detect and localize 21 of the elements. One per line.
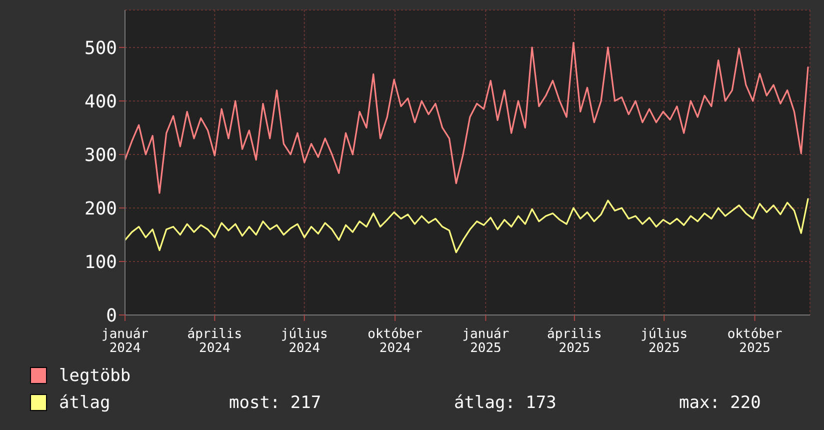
text: most: 217 (229, 392, 322, 412)
text: átlag: 173 (454, 392, 558, 412)
y-tick-label: 400 (84, 91, 117, 112)
legend-label: legtöbb (59, 366, 132, 386)
x-tick-label: április 2025 (547, 327, 602, 356)
line-series (125, 42, 809, 194)
y-tick-label: 100 (84, 252, 117, 273)
x-tick-label: január 2025 (462, 327, 510, 356)
text: max: 220 (679, 392, 762, 412)
x-tick-label: április 2024 (187, 327, 242, 356)
y-tick-label: 500 (84, 38, 117, 59)
x-tick-label: október 2025 (727, 327, 782, 356)
y-tick-label: 300 (84, 144, 117, 166)
x-tick-label: július 2025 (640, 327, 688, 356)
y-tick-label: 200 (84, 198, 117, 220)
y-tick-label: 0 (106, 305, 117, 326)
line-series (125, 198, 809, 254)
legend-label: átlag (59, 392, 112, 412)
x-tick-label: október 2024 (368, 327, 423, 356)
x-tick-label: január 2024 (102, 327, 149, 356)
x-tick-label: július 2024 (280, 327, 328, 356)
